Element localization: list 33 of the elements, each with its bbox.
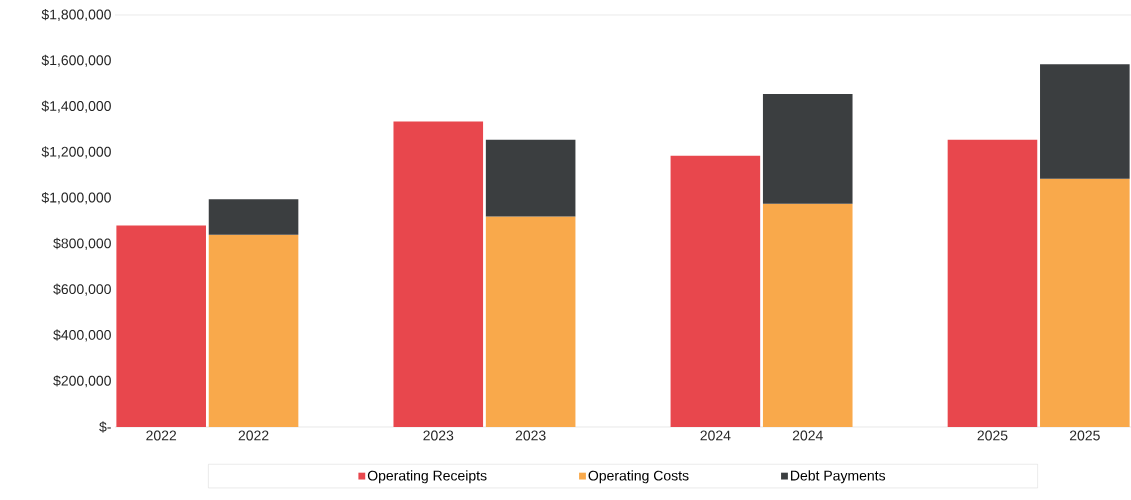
y-tick-label: $1,000,000: [41, 192, 111, 205]
y-tick-label: $1,400,000: [41, 100, 111, 113]
y-tick-label: $800,000: [53, 237, 111, 250]
bar: [208, 199, 299, 235]
x-tick-label: 2025: [1069, 430, 1100, 441]
bar: [393, 121, 484, 427]
legend-label: Operating Receipts: [367, 470, 487, 484]
bar: [947, 139, 1038, 427]
y-tick-label: $600,000: [53, 283, 111, 296]
legend-label: Operating Costs: [588, 470, 689, 484]
bar: [116, 225, 206, 427]
y-tick-label: $1,200,000: [41, 146, 111, 159]
x-tick-label: 2024: [700, 430, 731, 441]
y-tick-label: $-: [99, 421, 111, 433]
y-tick-label: $400,000: [53, 329, 111, 342]
bar: [1040, 178, 1130, 427]
bar: [1040, 64, 1130, 179]
y-tick-label: $1,600,000: [41, 54, 111, 67]
x-tick-label: 2025: [977, 430, 1008, 441]
bar: [670, 155, 761, 427]
legend-label: Debt Payments: [791, 470, 886, 484]
bar: [762, 93, 853, 204]
x-tick-label: 2024: [792, 430, 823, 441]
bar: [485, 139, 576, 217]
bar: [485, 216, 576, 427]
y-tick-label: $200,000: [53, 375, 111, 388]
bar: [208, 234, 299, 427]
x-tick-label: 2023: [423, 430, 454, 441]
x-tick-label: 2023: [515, 430, 546, 441]
bar: [762, 203, 853, 427]
y-tick-label: $1,800,000: [41, 8, 111, 22]
x-tick-label: 2022: [146, 430, 177, 441]
x-tick-label: 2022: [238, 430, 269, 441]
